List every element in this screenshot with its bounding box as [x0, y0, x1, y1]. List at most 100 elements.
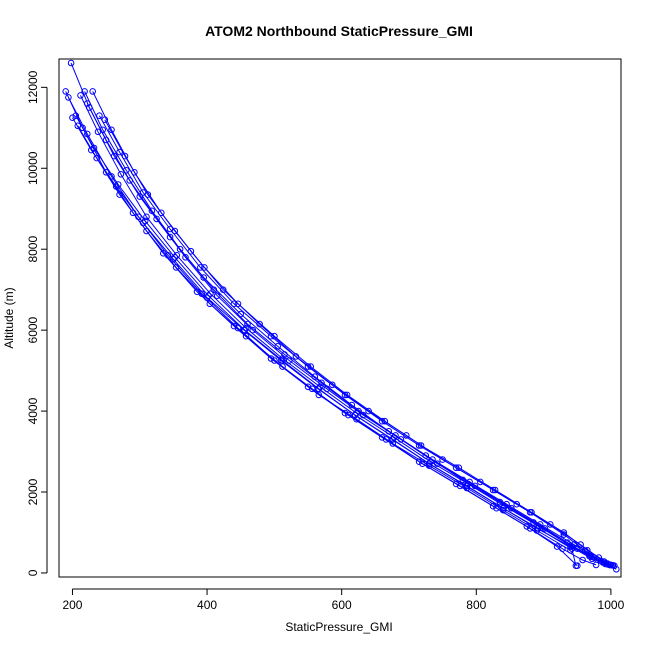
- data-point: [508, 504, 515, 512]
- data-point: [267, 355, 275, 362]
- data-point: [101, 116, 109, 123]
- data-point: [547, 521, 554, 528]
- data-point: [143, 213, 150, 221]
- data-point: [365, 407, 372, 415]
- data-point: [572, 562, 580, 570]
- data-point: [417, 442, 425, 449]
- series-line: [86, 103, 617, 570]
- data-point: [499, 506, 507, 514]
- data-point: [173, 252, 181, 259]
- data-point: [153, 215, 160, 223]
- data-point: [201, 264, 208, 271]
- data-point: [102, 136, 110, 144]
- data-point: [315, 391, 323, 399]
- data-point: [343, 391, 351, 399]
- data-point: [74, 122, 82, 130]
- data-point: [471, 482, 479, 490]
- data-point: [197, 264, 204, 271]
- series-group: [72, 112, 580, 570]
- y-tick-label: 10000: [26, 151, 40, 185]
- data-point: [65, 94, 72, 101]
- chart-title: ATOM2 Northbound StaticPressure_GMI: [205, 23, 473, 39]
- data-point: [425, 462, 433, 470]
- y-axis-label: Altitude (m): [2, 287, 16, 348]
- data-point: [329, 381, 336, 389]
- data-point: [304, 383, 312, 391]
- data-point: [94, 128, 102, 136]
- data-point: [171, 253, 179, 261]
- data-point: [285, 357, 293, 364]
- series-group: [101, 116, 615, 569]
- data-point: [219, 286, 227, 294]
- data-point: [541, 525, 549, 532]
- data-point: [121, 152, 129, 160]
- data-point: [568, 545, 576, 553]
- y-tick-label: 12000: [26, 70, 40, 104]
- series-line: [75, 115, 577, 566]
- y-tick-label: 4000: [26, 397, 40, 424]
- data-point: [567, 547, 574, 554]
- data-point: [84, 100, 91, 107]
- data-point: [230, 322, 238, 330]
- data-point: [198, 290, 205, 298]
- data-point: [205, 292, 212, 300]
- data-point: [607, 561, 615, 569]
- x-tick-label: 600: [332, 598, 352, 612]
- data-point: [256, 320, 263, 328]
- series-line: [98, 115, 602, 562]
- x-tick-label: 200: [62, 598, 82, 612]
- series-layer: [62, 59, 620, 573]
- data-point: [114, 181, 122, 188]
- data-point: [176, 245, 184, 253]
- data-point: [131, 169, 138, 176]
- data-point: [491, 486, 499, 494]
- series-line: [77, 125, 571, 551]
- data-point: [69, 114, 76, 121]
- y-axis: 0 2000 4000 6000 8000 10000 12000: [26, 70, 48, 576]
- data-point: [359, 411, 367, 419]
- data-point: [271, 332, 278, 340]
- data-point: [148, 207, 156, 215]
- data-point: [210, 286, 218, 294]
- data-point: [206, 300, 214, 308]
- data-point: [533, 527, 541, 534]
- data-point: [234, 300, 242, 308]
- data-point: [81, 88, 88, 95]
- data-point: [513, 500, 521, 508]
- data-point: [584, 547, 591, 554]
- data-point: [595, 554, 603, 561]
- data-point: [72, 112, 80, 119]
- y-tick-label: 8000: [26, 236, 40, 263]
- data-point: [67, 59, 75, 67]
- data-point: [308, 385, 316, 393]
- data-point: [378, 434, 386, 441]
- data-point: [434, 460, 441, 468]
- x-tick-label: 400: [197, 598, 217, 612]
- data-point: [171, 227, 179, 235]
- x-tick-label: 800: [466, 598, 486, 612]
- data-point: [382, 436, 390, 443]
- data-point: [89, 88, 96, 95]
- data-point: [307, 363, 315, 370]
- data-point: [279, 363, 286, 370]
- data-point: [397, 436, 405, 443]
- data-point: [182, 253, 189, 261]
- data-point: [116, 191, 123, 198]
- data-point: [244, 320, 251, 328]
- data-point: [249, 326, 257, 334]
- data-point: [77, 92, 84, 99]
- series-line: [104, 119, 612, 566]
- plot-frame: [58, 58, 622, 578]
- data-point: [577, 541, 584, 548]
- data-point: [455, 464, 463, 472]
- data-point: [158, 209, 165, 217]
- y-tick-label: 2000: [26, 478, 40, 505]
- data-point: [213, 292, 221, 300]
- data-point: [600, 558, 608, 565]
- data-point: [126, 177, 133, 184]
- data-point: [93, 154, 100, 162]
- x-axis-label: StaticPressure_GMI: [285, 620, 392, 634]
- data-point: [579, 556, 586, 564]
